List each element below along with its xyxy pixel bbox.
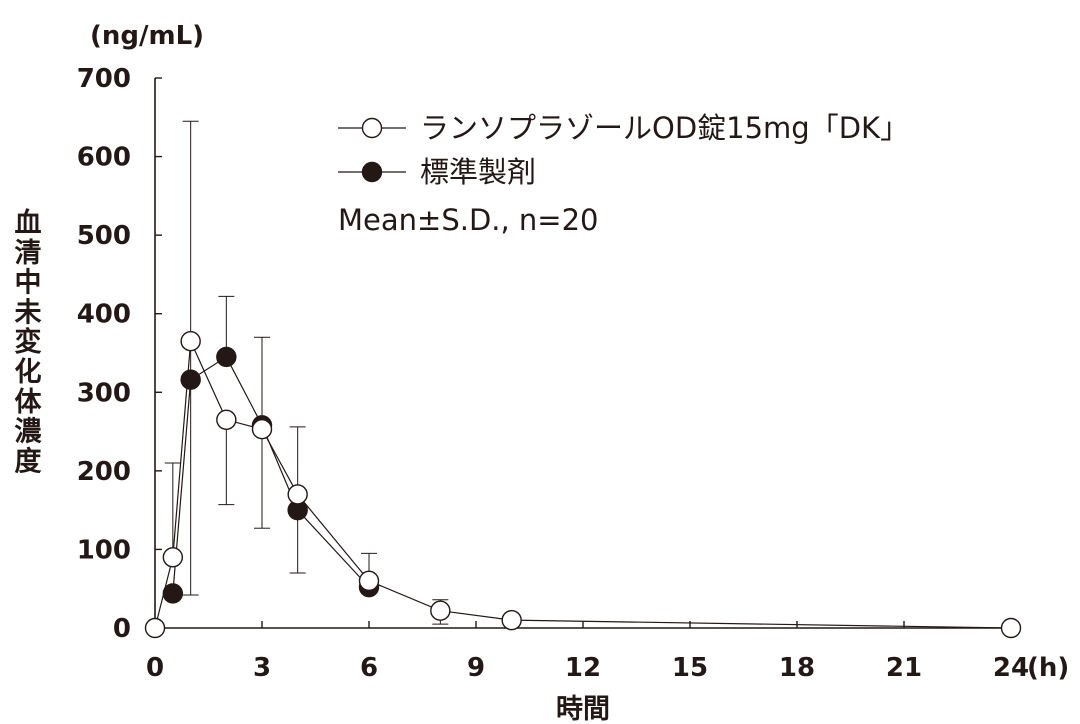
x-tick-label: 9 [467,653,485,683]
y-tick-label: 600 [77,143,131,173]
data-point-open [430,600,451,621]
y-tick-label: 300 [77,378,131,408]
data-point-open [1000,617,1022,639]
axes [154,78,1011,629]
y-axis-label-char: 未 [15,297,42,328]
data-point-open [287,484,308,505]
y-axis-label-char: 化 [15,357,42,388]
y-tick-label: 700 [77,64,131,94]
y-tick-label: 500 [77,221,131,251]
x-tick-label: 24 [993,653,1029,683]
data-point-open [358,570,380,592]
y-axis-label-char: 変 [15,326,42,358]
x-tick-label: 12 [565,653,601,683]
y-axis-label-char: 濃 [15,417,43,448]
data-point-open [180,331,201,352]
x-axis-label: 時間 [556,694,610,724]
x-tick-label: 6 [360,653,378,683]
annotation-mean-sd: Mean±S.D., n=20 [338,203,599,237]
y-ticks: 0 100 200 300 400 500 600 700 [77,64,162,644]
x-tick-label: 18 [779,653,815,683]
x-unit-label: (h) [1027,653,1069,683]
y-tick-label: 400 [77,300,131,330]
x-tick-label: 15 [672,653,708,683]
y-tick-label: 200 [77,457,131,487]
data-point-open [216,409,237,430]
series-line [154,338,1012,629]
y-unit-label: (ng/mL) [90,21,204,51]
y-axis-label-char: 体 [15,387,43,418]
y-axis-label-char: 度 [15,445,42,477]
y-tick-label: 0 [113,614,131,644]
series-line [172,356,370,594]
x-ticks: 0 3 6 9 12 15 18 21 24 [146,621,1029,683]
x-tick-label: 21 [886,653,922,683]
data-point-open [501,609,522,631]
data-point-filled [180,369,201,390]
data-point-filled [162,583,184,604]
series-lines [154,338,1012,629]
legend-label: 標準製剤 [420,155,536,189]
y-tick-label: 100 [77,535,131,565]
data-point-open [144,617,166,639]
error-bars [164,120,520,629]
x-tick-label: 0 [146,653,164,683]
legend-label: ランソプラゾールOD錠15mg「DK」 [420,111,909,145]
series-markers [144,331,1022,639]
data-point-filled [216,346,237,368]
data-point-open [251,419,273,440]
y-axis-label-char: 血 [15,208,42,239]
y-axis-label-char: 中 [15,268,42,299]
y-axis-label-char: 清 [15,238,42,269]
legend-marker-open [361,117,383,139]
legend: ランソプラゾールOD錠15mg「DK」標準製剤 [338,111,909,189]
legend-marker-filled [361,161,383,183]
data-point-open [162,547,184,568]
x-tick-label: 3 [253,653,271,683]
